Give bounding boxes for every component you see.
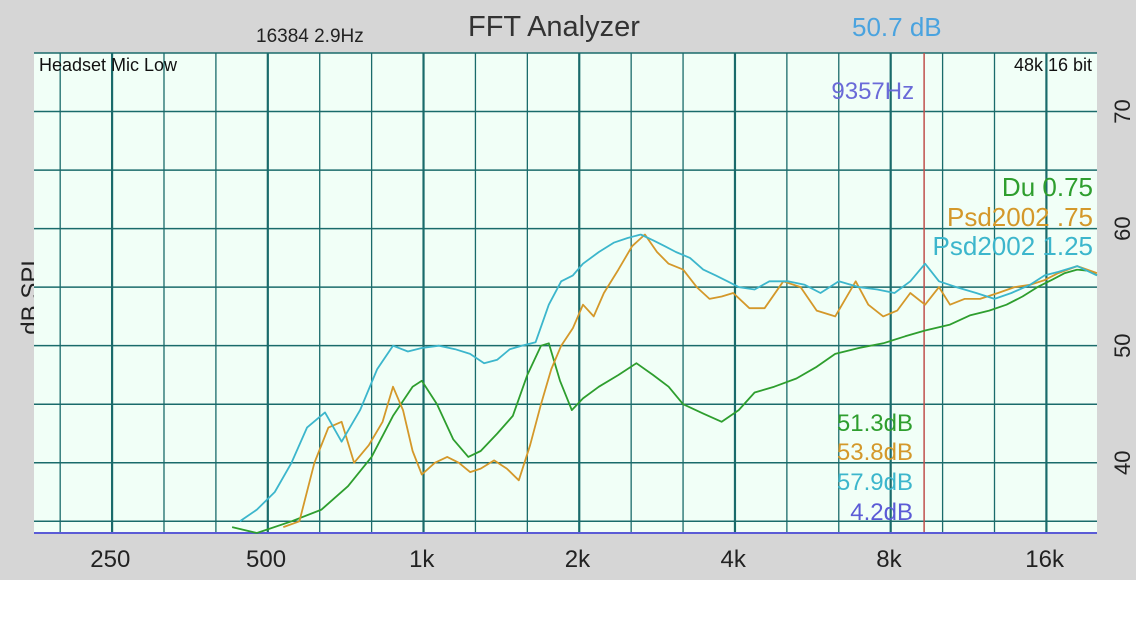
x-tick-label: 4k bbox=[721, 546, 747, 573]
format-label: 48k 16 bit bbox=[1014, 55, 1092, 75]
series-readout: 51.3dB bbox=[837, 410, 913, 437]
x-tick-label: 500 bbox=[246, 546, 286, 573]
cursor-label: 9357Hz bbox=[831, 78, 914, 105]
x-tick-label: 8k bbox=[876, 546, 902, 573]
y-tick-label: 60 bbox=[1110, 216, 1135, 240]
x-tick-label: 250 bbox=[90, 546, 130, 573]
series-line bbox=[283, 235, 1097, 528]
series-readout: 57.9dB bbox=[837, 469, 913, 496]
analyzer-frame: 16384 2.9Hz FFT Analyzer 50.7 dB dB SPL … bbox=[0, 0, 1136, 580]
level-readout: 50.7 dB bbox=[852, 12, 942, 42]
fft-info: 16384 2.9Hz bbox=[256, 26, 364, 47]
fft-plot[interactable]: 250 500 1k 2k 4k 8k 16k 40 50 60 70 Headset Mic Low… bbox=[0, 0, 1136, 580]
annotation-readout: 4.2dB bbox=[850, 499, 913, 526]
y-tick-label: 40 bbox=[1110, 451, 1135, 475]
series-line bbox=[232, 270, 1097, 533]
legend-entry: Psd2002 .75 bbox=[947, 202, 1093, 232]
y-tick-label: 70 bbox=[1110, 99, 1135, 123]
plot-background bbox=[34, 53, 1097, 533]
x-tick-label: 2k bbox=[565, 546, 591, 573]
y-tick-label: 50 bbox=[1110, 333, 1135, 357]
series-line bbox=[240, 235, 1097, 522]
legend-entry: Du 0.75 bbox=[1002, 172, 1093, 202]
page-title: FFT Analyzer bbox=[468, 11, 640, 43]
x-tick-label: 1k bbox=[409, 546, 435, 573]
input-label: Headset Mic Low bbox=[39, 55, 178, 75]
legend-entry: Psd2002 1.25 bbox=[933, 231, 1093, 261]
x-tick-label: 16k bbox=[1025, 546, 1065, 573]
series-readout: 53.8dB bbox=[837, 439, 913, 466]
